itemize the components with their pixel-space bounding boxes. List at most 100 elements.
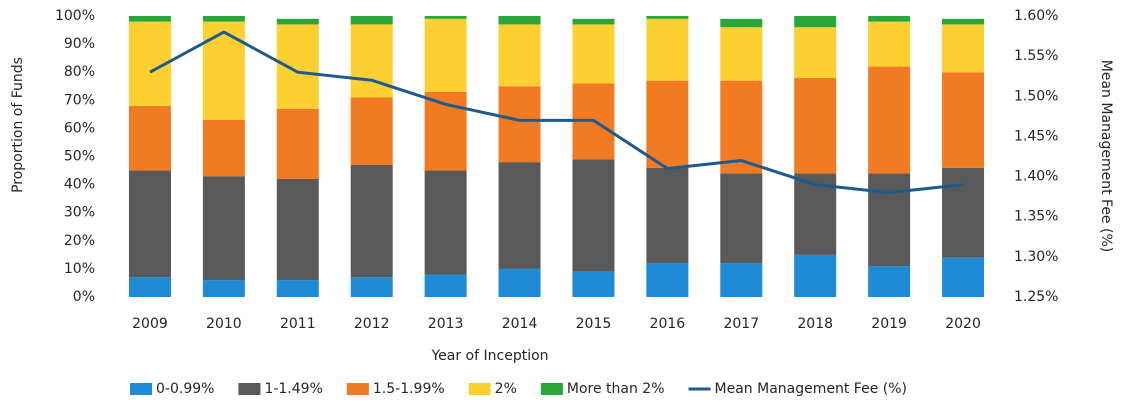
- x-tick-label: 2011: [280, 316, 316, 332]
- x-tick-label: 2019: [871, 316, 907, 332]
- y2-tick-label: 1.55%: [1014, 48, 1058, 64]
- x-tick-label: 2013: [428, 316, 464, 332]
- legend-label: 0-0.99%: [156, 381, 214, 397]
- bar-segment: [424, 18, 467, 92]
- y-tick-label: 80%: [64, 64, 95, 80]
- y-tick-label: 50%: [64, 149, 95, 165]
- bar-segment: [646, 16, 689, 19]
- bar-segment: [424, 16, 467, 19]
- legend-swatch: [346, 383, 369, 395]
- bar-segment: [868, 21, 911, 67]
- bar-segment: [868, 266, 911, 297]
- legend-label: 1.5-1.99%: [373, 381, 445, 397]
- legend-label: Mean Management Fee (%): [715, 381, 907, 397]
- bar-segment: [350, 164, 393, 278]
- y-tick-label: 30%: [64, 205, 95, 221]
- bar-segment: [572, 159, 615, 272]
- bar-segment: [498, 162, 541, 269]
- bar-segment: [572, 24, 615, 84]
- bar-segment: [794, 77, 837, 174]
- bar-segment: [276, 24, 319, 109]
- bar-segment: [794, 254, 837, 297]
- bar-segment: [498, 16, 541, 25]
- bar-segment: [794, 16, 837, 28]
- bar-segment: [720, 173, 763, 264]
- x-tick-label: 2017: [723, 316, 759, 332]
- bar-segment: [868, 66, 911, 174]
- bar-segment: [128, 16, 171, 22]
- bar-segment: [572, 271, 615, 297]
- legend-swatch: [540, 383, 563, 395]
- line-series: [149, 30, 964, 195]
- legend-label: More than 2%: [567, 381, 665, 397]
- bar-segment: [202, 176, 245, 281]
- x-tick-label: 2018: [797, 316, 833, 332]
- bar-segment: [498, 86, 541, 163]
- y-tick-label: 40%: [64, 177, 95, 193]
- bar-segment: [350, 277, 393, 297]
- bar-segment: [276, 18, 319, 25]
- bar-segment: [128, 105, 171, 171]
- y2-tick-label: 1.35%: [1014, 209, 1058, 225]
- bar-segment: [942, 18, 985, 25]
- bar-segment: [942, 72, 985, 168]
- legend-label: 1-1.49%: [264, 381, 322, 397]
- y-tick-label: 60%: [64, 120, 95, 136]
- bar-segment: [202, 280, 245, 297]
- y-tick-label: 10%: [64, 261, 95, 277]
- bar-segment: [794, 27, 837, 78]
- bar-segment: [646, 263, 689, 297]
- x-tick-label: 2012: [354, 316, 390, 332]
- bar-segment: [720, 80, 763, 174]
- bar-segment: [720, 27, 763, 81]
- bar-segment: [942, 167, 985, 258]
- y2-tick-label: 1.60%: [1014, 8, 1058, 24]
- y2-axis-title: Mean Management Fee (%): [1098, 60, 1114, 252]
- x-tick-label: 2020: [945, 316, 981, 332]
- bar-segment: [498, 24, 541, 87]
- bar-segment: [202, 119, 245, 177]
- bar-segment: [128, 277, 171, 297]
- y-tick-label: 70%: [64, 92, 95, 108]
- bar-segment: [276, 280, 319, 297]
- x-axis-title: Year of Inception: [430, 348, 548, 364]
- bar-segment: [868, 173, 911, 267]
- bar-segment: [202, 21, 245, 120]
- y2-tick-label: 1.40%: [1014, 169, 1058, 185]
- bar-segment: [276, 108, 319, 179]
- y-tick-label: 100%: [55, 8, 95, 24]
- bar-segment: [572, 18, 615, 25]
- bar-segment: [942, 24, 985, 73]
- bar-segment: [720, 263, 763, 297]
- legend-swatch: [468, 383, 491, 395]
- bar-segment: [128, 170, 171, 278]
- y-tick-label: 20%: [64, 233, 95, 249]
- y2-tick-label: 1.30%: [1014, 249, 1058, 265]
- x-tick-label: 2009: [132, 316, 168, 332]
- bar-segment: [646, 167, 689, 264]
- bar-segment: [276, 178, 319, 281]
- y2-tick-label: 1.45%: [1014, 128, 1058, 144]
- y-tick-label: 90%: [64, 36, 95, 52]
- bar-segment: [942, 257, 985, 297]
- bar-segment: [350, 16, 393, 25]
- bar-segment: [350, 97, 393, 165]
- legend-label: 2%: [495, 381, 517, 397]
- x-tick-label: 2016: [650, 316, 686, 332]
- y-tick-label: 0%: [73, 289, 95, 305]
- x-tick-label: 2010: [206, 316, 242, 332]
- bar-segment: [868, 16, 911, 22]
- bar-segment: [720, 18, 763, 28]
- legend-swatch: [238, 383, 261, 395]
- x-tick-label: 2015: [576, 316, 612, 332]
- y2-tick-label: 1.50%: [1014, 88, 1058, 104]
- bar-segment: [424, 170, 467, 275]
- bar-segment: [202, 16, 245, 22]
- y-axis-title: Proportion of Funds: [10, 57, 26, 193]
- y2-tick-label: 1.25%: [1014, 289, 1058, 305]
- bar-segment: [498, 268, 541, 297]
- bar-segment: [646, 80, 689, 168]
- legend-swatch: [130, 383, 152, 395]
- bar-segment: [424, 274, 467, 297]
